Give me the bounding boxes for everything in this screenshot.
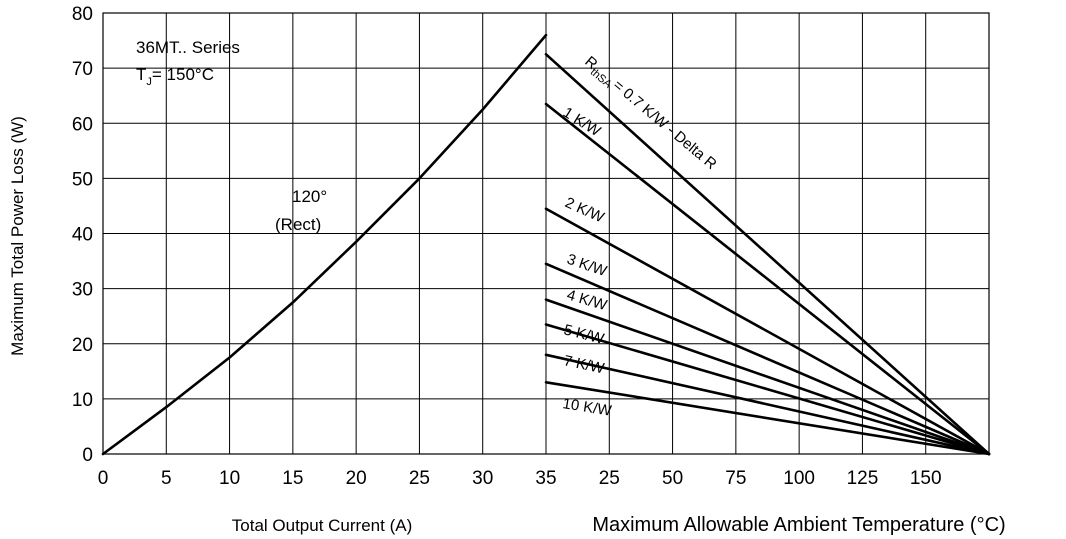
curve-120-rect <box>101 33 548 456</box>
label-4kw: 4 K/W <box>565 287 610 315</box>
x-tick-label-right: 100 <box>783 468 815 489</box>
x-tick-label-right: 25 <box>599 468 620 489</box>
thermal-resistance-line-0 <box>544 52 991 456</box>
x-tick-label-right: 125 <box>847 468 879 489</box>
rthsa-curve-label: RthSA= 0.7 K/W - Delta R <box>580 53 720 175</box>
x-tick-label-left: 25 <box>409 468 430 489</box>
y-tick-label: 50 <box>72 169 93 190</box>
x-axis-label-right: Maximum Allowable Ambient Temperature (°… <box>592 514 1005 536</box>
y-tick-label: 10 <box>72 390 93 411</box>
tick-labels: 0 10 20 30 40 50 60 70 80 0 5 10 15 20 25 30 35 25 50 75 100… <box>72 4 942 489</box>
y-axis-label: Maximum Total Power Loss (W) <box>8 116 27 356</box>
thermal-resistance-line-3 <box>544 262 991 456</box>
x-tick-label-left: 10 <box>219 468 240 489</box>
thermal-resistance-line-4 <box>544 298 991 456</box>
x-tick-label-left: 30 <box>472 468 493 489</box>
thermal-resistance-line-7 <box>544 380 991 456</box>
y-tick-label: 70 <box>72 59 93 80</box>
thermal-resistance-line-5 <box>544 323 991 456</box>
y-tick-label: 30 <box>72 280 93 301</box>
x-tick-label-right: 150 <box>910 468 942 489</box>
conduction-angle-label: 120° <box>292 187 327 206</box>
thermal-resistance-line-6 <box>544 353 991 456</box>
y-tick-label: 0 <box>82 445 93 466</box>
x-tick-label-right: 50 <box>662 468 683 489</box>
grid-lines <box>103 13 989 454</box>
thermal-resistance-line-1 <box>544 102 991 456</box>
label-1kw: 1 K/W <box>560 104 604 141</box>
y-tick-label: 60 <box>72 114 93 135</box>
x-tick-label-left: 15 <box>282 468 303 489</box>
junction-temp-label: TJ= 150°C <box>136 65 214 88</box>
curves <box>101 33 991 456</box>
x-tick-label-right: 75 <box>725 468 746 489</box>
y-tick-label: 40 <box>72 225 93 246</box>
label-7kw: 7 K/W <box>562 352 606 377</box>
plot-frame <box>102 12 990 455</box>
x-tick-label-left: 35 <box>535 468 556 489</box>
conduction-type-label: (Rect) <box>275 215 321 234</box>
y-tick-label: 20 <box>72 335 93 356</box>
x-axis-label-left: Total Output Current (A) <box>232 516 412 535</box>
x-tick-label-left: 5 <box>161 468 172 489</box>
device-series-label: 36MT.. Series <box>136 38 240 57</box>
x-tick-label-left: 20 <box>346 468 367 489</box>
y-tick-label: 80 <box>72 4 93 25</box>
x-tick-label-left: 0 <box>98 468 109 489</box>
thermal-resistance-line-2 <box>544 207 991 456</box>
